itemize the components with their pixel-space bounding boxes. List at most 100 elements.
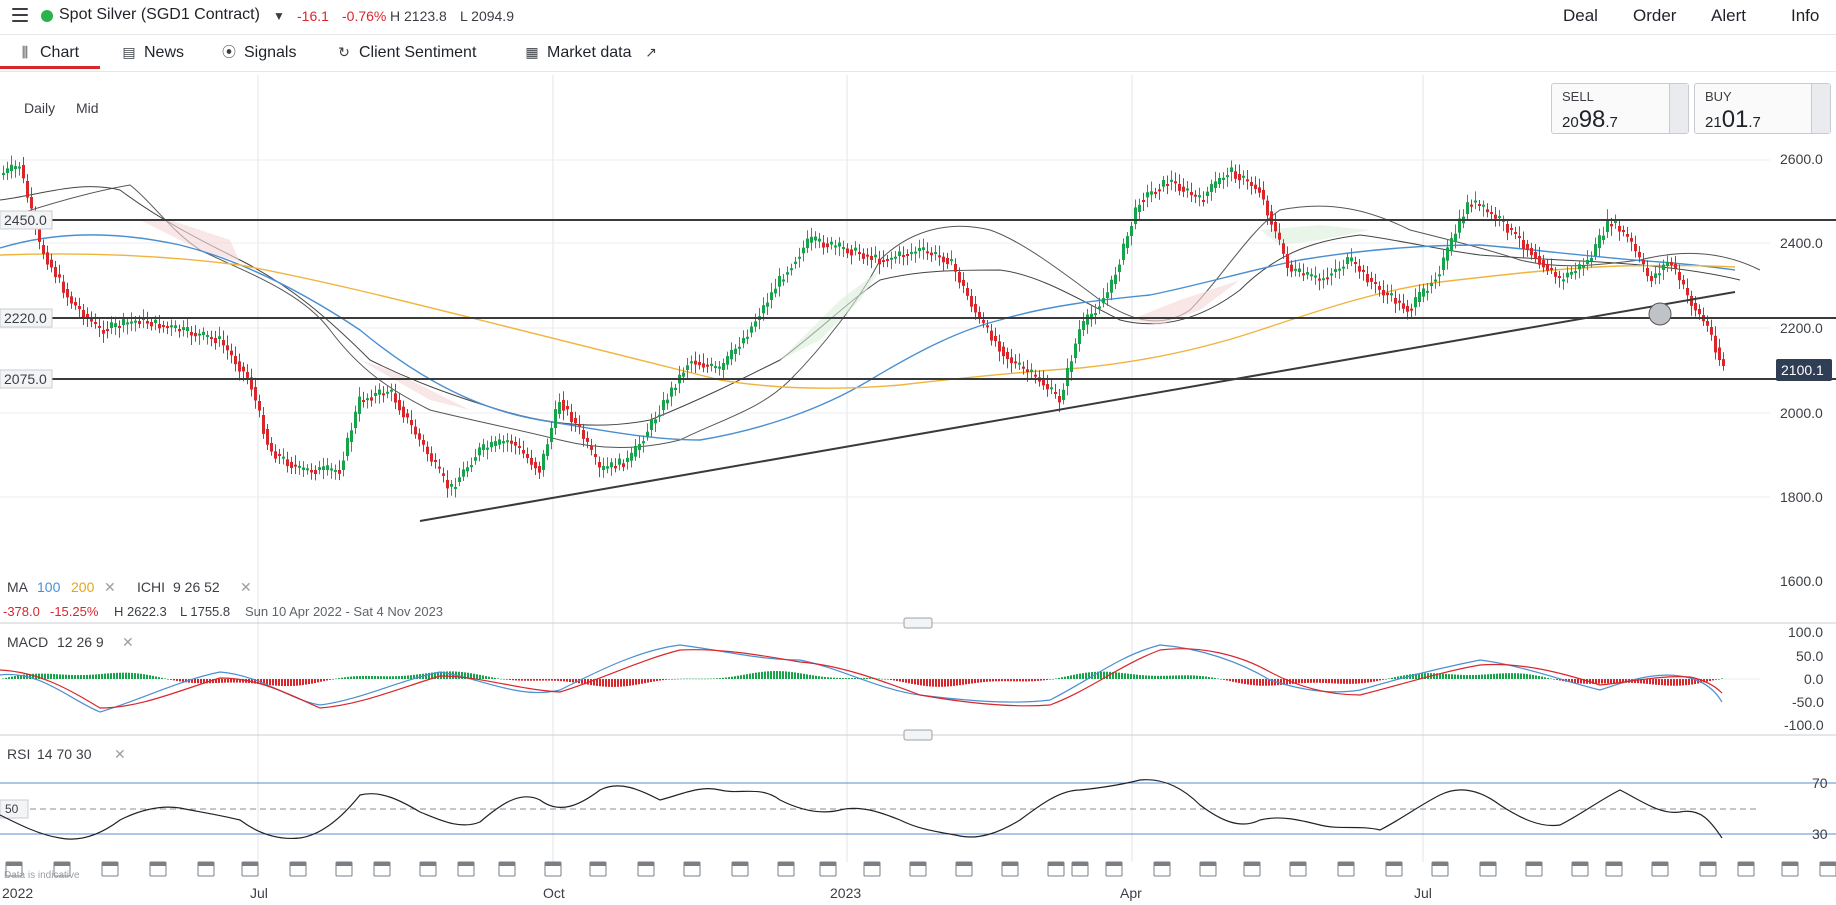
candle-body: [946, 258, 949, 265]
macd-histogram-bar: [1547, 677, 1549, 679]
menu-icon[interactable]: [12, 8, 28, 22]
indicator-legend[interactable]: MA 100 200 ✕ ICHI 9 26 52 ✕: [7, 579, 252, 595]
macd-histogram-bar: [1598, 679, 1600, 684]
macd-histogram-bar: [473, 673, 475, 679]
macd-histogram-bar: [695, 678, 697, 680]
macd-axis-label: -50.0: [1792, 694, 1824, 710]
price-type-selector[interactable]: Mid: [76, 100, 99, 116]
sell-button[interactable]: SELL 2098.7: [1551, 83, 1689, 134]
candle-body: [650, 419, 653, 430]
macd-histogram-bar: [1619, 679, 1621, 683]
macd-histogram-bar: [1499, 673, 1501, 679]
macd-histogram-bar: [596, 679, 598, 686]
macd-histogram-bar: [1370, 679, 1372, 683]
interval-selector[interactable]: Daily: [24, 100, 56, 116]
deal-button[interactable]: Deal: [1563, 6, 1598, 25]
macd-histogram-bar: [461, 671, 463, 679]
candle-body: [1446, 247, 1449, 261]
macd-histogram-bar: [1058, 677, 1060, 679]
calendar-event-icon-header: [1244, 862, 1260, 866]
macd-histogram-bar: [1166, 675, 1168, 679]
macd-histogram-bar: [1310, 679, 1312, 683]
macd-histogram-bar: [716, 678, 718, 679]
macd-histogram-bar: [245, 679, 247, 683]
macd-histogram-bar: [1436, 673, 1438, 679]
macd-histogram-bar: [368, 675, 370, 679]
candle-body: [906, 254, 909, 256]
range-high: H 2622.3: [114, 604, 167, 619]
candle-body: [22, 165, 25, 179]
macd-histogram-bar: [8, 677, 10, 679]
macd-histogram-bar: [983, 679, 985, 683]
candle-body: [410, 420, 413, 426]
macd-histogram-bar: [98, 674, 100, 679]
macd-histogram-bar: [104, 673, 106, 679]
macd-histogram-bar: [1259, 679, 1261, 686]
disclaimer-text: Data is indicative: [4, 870, 80, 881]
macd-histogram-bar: [1691, 679, 1693, 685]
candle-body: [254, 387, 257, 401]
buy-button[interactable]: BUY 2101.7: [1694, 83, 1831, 134]
candle-body: [1326, 277, 1329, 280]
candle-body: [862, 253, 865, 259]
macd-histogram-bar: [1082, 673, 1084, 679]
tab-market-data[interactable]: ▦ Market data ↗: [523, 35, 660, 69]
pane-resize-handle[interactable]: [903, 617, 933, 629]
macd-histogram-bar: [1088, 672, 1090, 679]
tab-signals[interactable]: ⦿ Signals: [220, 35, 296, 69]
trend-line[interactable]: [419, 291, 1736, 522]
candle-body: [1506, 224, 1509, 233]
macd-histogram-bar: [1625, 679, 1627, 683]
macd-histogram-bar: [548, 679, 550, 681]
macd-histogram-bar: [257, 679, 259, 684]
pane-resize-handle[interactable]: [903, 729, 933, 741]
macd-histogram-bar: [77, 675, 79, 679]
ichi-params: 9 26 52: [173, 579, 220, 595]
candle-body: [1442, 257, 1445, 270]
macd-histogram-bar: [122, 672, 124, 679]
event-calendar-row[interactable]: [5, 861, 1836, 877]
macd-histogram-bar: [692, 678, 694, 680]
macd-histogram-bar: [1172, 675, 1174, 679]
alert-button[interactable]: Alert: [1711, 6, 1746, 25]
macd-histogram-bar: [1337, 679, 1339, 684]
macd-histogram-bar: [932, 679, 934, 687]
macd-histogram-bar: [1544, 677, 1546, 679]
candle-body: [2, 172, 5, 175]
macd-histogram-bar: [506, 679, 508, 680]
candle-body: [62, 281, 65, 293]
calendar-event-icon-header: [1652, 862, 1668, 866]
chevron-down-icon[interactable]: ▼: [273, 9, 285, 23]
macd-histogram-bar: [974, 679, 976, 684]
candle-body: [66, 289, 69, 298]
macd-histogram-bar: [926, 679, 928, 687]
candle-body: [462, 469, 465, 477]
macd-histogram-bar: [446, 671, 448, 679]
macd-histogram-bar: [1133, 674, 1135, 679]
macd-histogram-bar: [1010, 679, 1012, 682]
macd-histogram-bar: [26, 674, 28, 679]
order-button[interactable]: Order: [1633, 6, 1677, 25]
price-axis-label: 2200.0: [1780, 320, 1823, 336]
macd-histogram-bar: [1652, 679, 1654, 685]
candle-body: [938, 255, 941, 258]
candle-body: [474, 457, 477, 461]
macd-histogram-bar: [734, 676, 736, 679]
macd-histogram-bar: [254, 679, 256, 684]
macd-histogram-bar: [1427, 673, 1429, 679]
tab-chart[interactable]: ⫼ Chart: [0, 35, 100, 69]
macd-histogram-bar: [1583, 679, 1585, 684]
candle-body: [794, 261, 797, 264]
candle-body: [666, 399, 669, 404]
macd-histogram-bar: [1181, 675, 1183, 679]
tab-client-sentiment[interactable]: ↻ Client Sentiment: [335, 35, 476, 69]
candle-body: [1546, 264, 1549, 271]
candle-body: [266, 429, 269, 445]
info-button[interactable]: Info: [1791, 6, 1820, 25]
macd-histogram-bar: [314, 679, 316, 683]
macd-histogram-bar: [1043, 679, 1045, 681]
instrument-name[interactable]: Spot Silver (SGD1 Contract): [59, 6, 260, 23]
candle-body: [1110, 279, 1113, 293]
tab-news[interactable]: ▤ News: [120, 35, 184, 69]
